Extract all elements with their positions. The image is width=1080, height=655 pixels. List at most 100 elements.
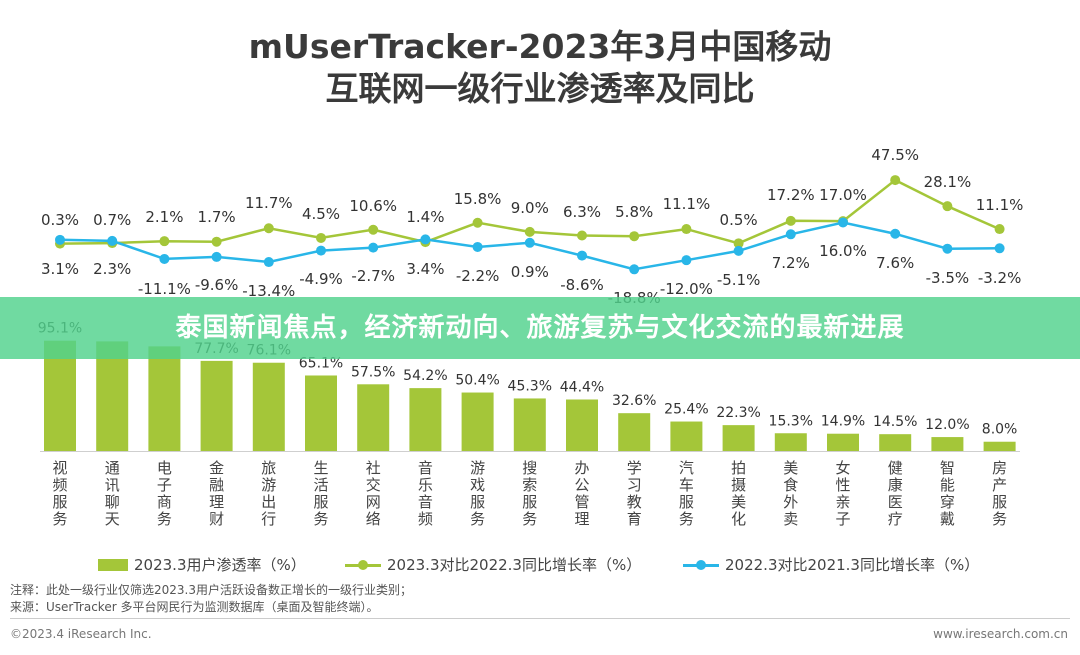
category-char: 汽 [679,459,694,477]
category-char: 服 [522,493,537,511]
bar-4 [252,362,285,451]
category-char: 产 [992,476,1007,494]
footer-copyright: ©2023.4 iResearch Inc. [10,627,152,641]
category-char: 戏 [470,476,485,494]
series-2-label-18: -3.2% [978,269,1022,287]
series-1-point-3 [211,236,222,247]
footer-website: www.iresearch.com.cn [933,627,1068,641]
category-char: 财 [209,510,224,528]
category-char: 车 [679,476,694,494]
category-char: 聊 [105,493,120,511]
series-1-label-14: 17.2% [767,186,815,204]
bar-label-5: 65.1% [299,355,343,371]
category-char: 生 [313,459,328,477]
bar-label-8: 50.4% [455,373,499,389]
series-1-point-10 [577,230,587,241]
category-char: 健 [888,459,903,477]
category-char: 融 [209,476,224,494]
bar-14 [774,433,807,451]
bar-1 [96,341,129,451]
bar-6 [357,384,390,451]
category-char: 音 [418,459,433,477]
series-2-point-14 [785,229,796,240]
bar-label-9: 45.3% [508,378,552,394]
bar-2 [148,346,181,451]
category-char: 务 [992,510,1007,528]
legend-item-growth-2022: 2022.3对比2021.3同比增长率（%） [683,554,979,575]
category-char: 子 [157,476,172,494]
category-char: 务 [52,510,67,528]
series-2-label-13: -5.1% [717,271,761,289]
bar-8 [461,392,494,451]
category-char: 亲 [835,493,850,511]
series-1-point-12 [681,224,692,235]
category-char: 房 [992,459,1007,477]
series-2-point-16 [890,228,901,239]
series-2-label-5: -4.9% [299,270,343,288]
series-2-point-13 [733,245,744,256]
series-1-label-3: 1.7% [198,208,236,226]
series-1-point-5 [316,232,326,243]
series-2-point-6 [368,242,379,253]
series-1-label-8: 15.8% [454,190,502,208]
category-char: 商 [157,493,172,511]
category-char: 学 [627,459,642,477]
footer-divider [10,618,1070,619]
bar-7 [409,388,442,451]
category-char: 服 [470,493,485,511]
series-2-label-8: -2.2% [456,267,500,285]
series-2-point-9 [524,237,535,248]
series-1-label-1: 0.7% [93,211,131,229]
news-banner[interactable]: 泰国新闻焦点，经济新动向、旅游复苏与文化交流的最新进展 [0,297,1080,359]
category-char: 服 [52,493,67,511]
bar-16 [879,434,912,451]
category-char: 电 [157,459,172,477]
series-2-point-17 [942,243,953,254]
legend-label-penetration: 2023.3用户渗透率（%） [134,556,306,574]
bar-17 [931,437,964,451]
series-2-label-3: -9.6% [195,276,239,294]
series-1-label-12: 11.1% [663,195,711,213]
series-1-point-17 [942,201,953,212]
category-char: 游 [261,476,276,494]
bar-0 [44,340,76,451]
series-1-point-6 [368,224,379,235]
category-char: 出 [261,493,276,511]
category-char: 搜 [522,459,537,477]
legend-label-growth-2023: 2023.3对比2022.3同比增长率（%） [387,556,642,574]
series-2-label-2: -11.1% [138,280,191,298]
series-1-point-9 [524,226,535,237]
bar-label-7: 54.2% [403,368,447,384]
series-1-label-16: 47.5% [871,146,919,164]
bar-10 [566,399,598,451]
bar-label-15: 14.9% [821,414,865,430]
bar-label-10: 44.4% [560,379,604,395]
category-char: 旅 [261,459,276,477]
series-2-label-10: -8.6% [560,276,604,294]
category-char: 美 [731,493,746,511]
category-char: 戴 [940,510,955,528]
bar-label-13: 22.3% [716,405,760,421]
category-char: 摄 [731,476,746,494]
series-2-point-12 [681,255,692,266]
category-char: 天 [105,510,120,528]
series-1-point-8 [472,217,483,228]
category-char: 育 [627,510,642,528]
chart-source: 来源：UserTracker 多平台网民行为监测数据库（桌面及智能终端）。 [10,600,379,614]
series-1-label-7: 1.4% [406,208,444,226]
category-char: 游 [470,459,485,477]
category-char: 服 [313,493,328,511]
series-1-point-14 [785,215,796,226]
category-char: 理 [574,510,589,528]
series-2-point-2 [159,253,170,264]
series-1-label-15: 17.0% [819,186,867,204]
